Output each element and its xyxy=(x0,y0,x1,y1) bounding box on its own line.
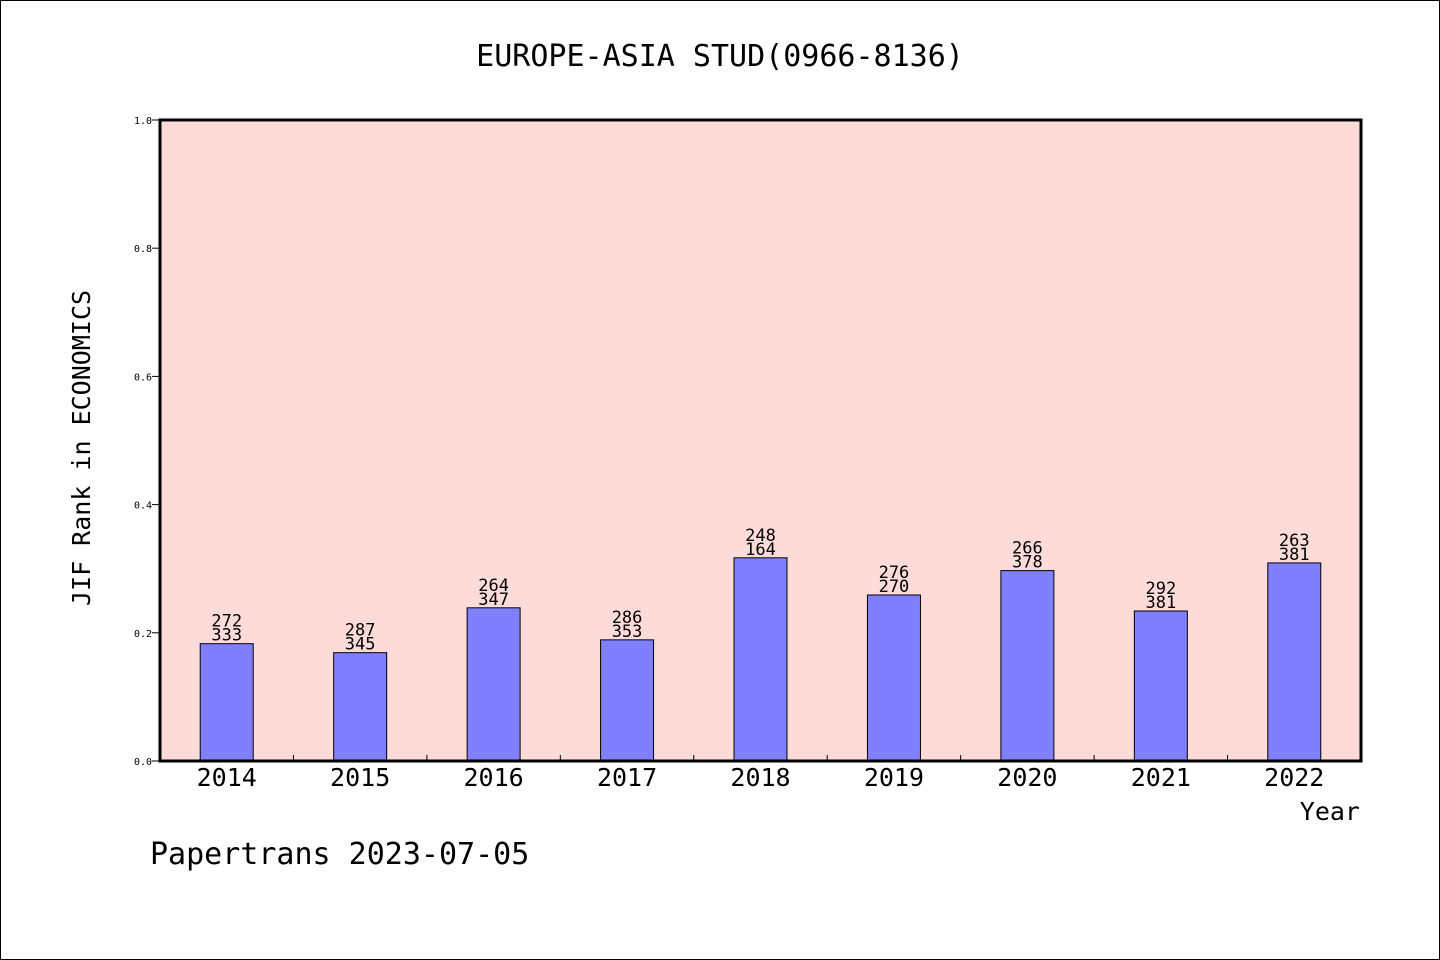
bar-total-label: 270 xyxy=(879,577,910,597)
y-tick-label: 1.0 xyxy=(134,116,152,127)
bar-total-label: 345 xyxy=(345,635,376,655)
x-tick-label: 2018 xyxy=(730,763,790,792)
x-tick-label: 2021 xyxy=(1131,763,1191,792)
y-tick-label: 0.0 xyxy=(134,757,152,768)
x-tick-label: 2015 xyxy=(330,763,390,792)
x-tick-label: 2019 xyxy=(864,763,924,792)
y-axis-label: JIF Rank in ECONOMICS xyxy=(67,290,96,606)
y-tick-label: 0.4 xyxy=(134,501,152,512)
y-tick-label: 0.8 xyxy=(134,244,152,255)
bar-rank-label: 287 xyxy=(345,621,376,641)
bar-2018 xyxy=(733,557,788,762)
y-tick-label: 0.6 xyxy=(134,372,152,383)
plot-border xyxy=(158,118,1363,763)
bar-2017 xyxy=(600,639,655,762)
bar-rank-label: 264 xyxy=(478,576,509,596)
bar-rank-label: 272 xyxy=(211,612,242,632)
bar-total-label: 381 xyxy=(1145,593,1176,613)
bar-2022 xyxy=(1267,562,1322,762)
bar-2016 xyxy=(466,607,521,762)
bar-rank-label: 286 xyxy=(612,608,643,628)
bar-rank-label: 276 xyxy=(879,563,910,583)
bar-total-label: 347 xyxy=(478,590,509,610)
footer-text: Papertrans 2023-07-05 xyxy=(150,837,529,872)
x-axis-label: Year xyxy=(1300,797,1360,826)
x-tick-label: 2022 xyxy=(1264,763,1324,792)
bar-2020 xyxy=(1000,570,1055,762)
bar-total-label: 333 xyxy=(211,626,242,646)
bar-total-label: 164 xyxy=(745,540,776,560)
x-axis: 2014 2015 2016 2017 2018 2019 2020 2021 2022 xyxy=(197,755,1324,792)
bar-rank-label: 266 xyxy=(1012,539,1043,559)
bar-2014 xyxy=(199,643,254,762)
y-axis: 0.0 0.2 0.4 0.6 0.8 1.0 xyxy=(134,116,160,768)
bar-rank-label: 263 xyxy=(1279,531,1310,551)
bar-total-label: 378 xyxy=(1012,553,1043,573)
x-tick-label: 2017 xyxy=(597,763,657,792)
x-tick-label: 2014 xyxy=(197,763,257,792)
chart-title: EUROPE-ASIA STUD(0966-8136) xyxy=(476,39,964,74)
bar-2015 xyxy=(333,652,388,762)
bar-2021 xyxy=(1133,610,1188,762)
bar-rank-label: 292 xyxy=(1145,579,1176,599)
bar-rank-label: 248 xyxy=(745,526,776,546)
x-tick-label: 2016 xyxy=(464,763,524,792)
bar-total-label: 353 xyxy=(612,622,643,642)
x-tick-label: 2020 xyxy=(997,763,1057,792)
y-tick-label: 0.2 xyxy=(134,629,152,640)
bar-2019 xyxy=(866,594,921,762)
bar-total-label: 381 xyxy=(1279,545,1310,565)
